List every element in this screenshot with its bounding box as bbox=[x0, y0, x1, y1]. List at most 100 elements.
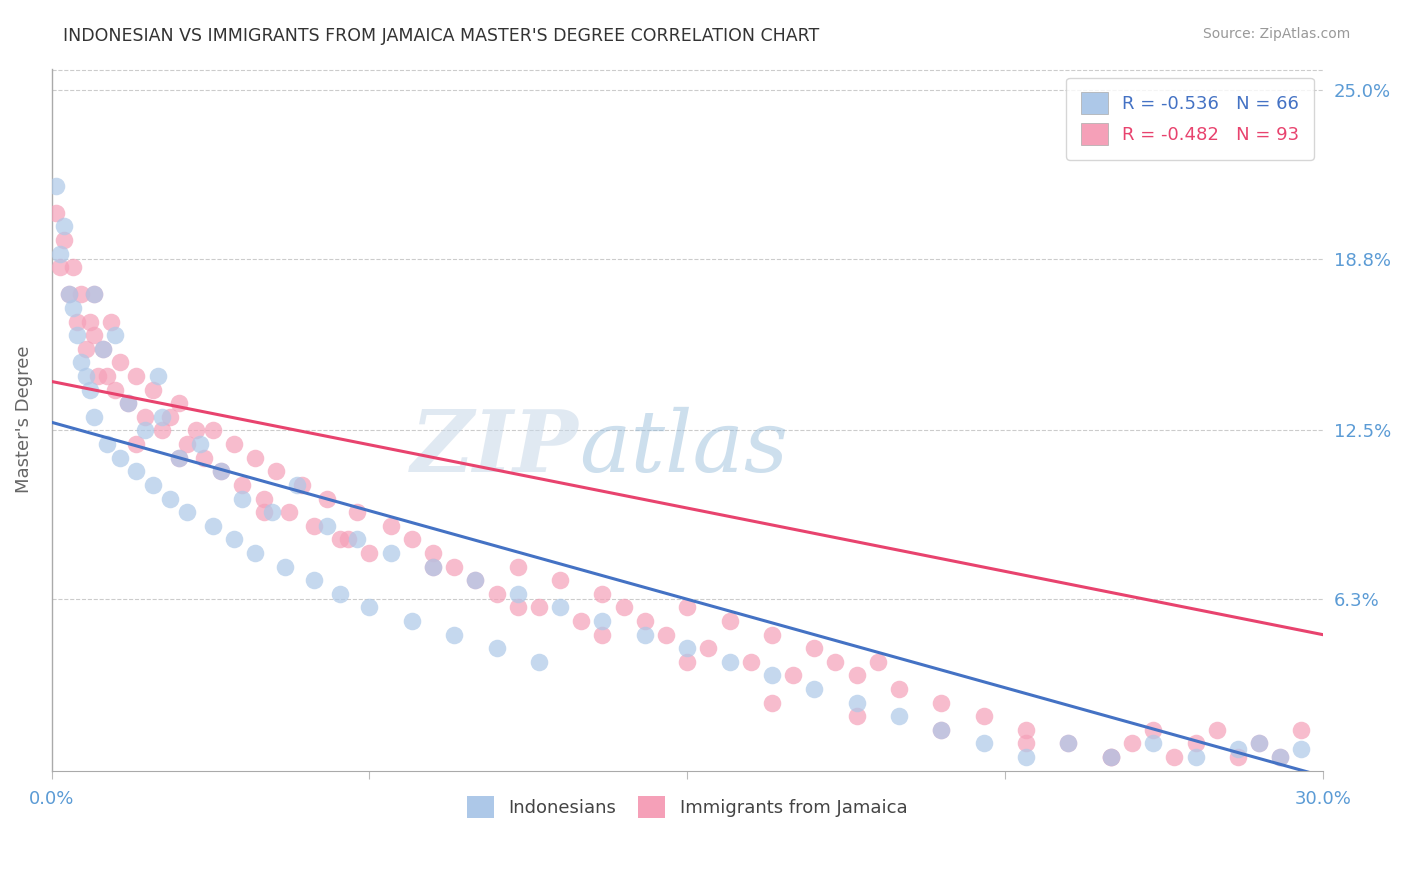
Point bbox=[527, 655, 550, 669]
Point bbox=[108, 450, 131, 465]
Legend: Indonesians, Immigrants from Jamaica: Indonesians, Immigrants from Jamaica bbox=[460, 789, 914, 825]
Point bbox=[274, 559, 297, 574]
Point bbox=[91, 342, 114, 356]
Point bbox=[100, 315, 122, 329]
Point bbox=[66, 328, 89, 343]
Point bbox=[761, 668, 783, 682]
Point bbox=[176, 437, 198, 451]
Point bbox=[401, 533, 423, 547]
Point bbox=[845, 668, 868, 682]
Point bbox=[201, 424, 224, 438]
Point bbox=[931, 696, 953, 710]
Point bbox=[401, 614, 423, 628]
Text: atlas: atlas bbox=[579, 407, 789, 489]
Y-axis label: Master's Degree: Master's Degree bbox=[15, 346, 32, 493]
Point bbox=[655, 627, 678, 641]
Point bbox=[104, 383, 127, 397]
Point bbox=[167, 450, 190, 465]
Point bbox=[83, 287, 105, 301]
Point bbox=[287, 478, 309, 492]
Point bbox=[108, 355, 131, 369]
Point bbox=[845, 709, 868, 723]
Point bbox=[346, 505, 368, 519]
Point bbox=[150, 424, 173, 438]
Point bbox=[222, 533, 245, 547]
Point bbox=[142, 478, 165, 492]
Point bbox=[931, 723, 953, 737]
Text: Source: ZipAtlas.com: Source: ZipAtlas.com bbox=[1202, 27, 1350, 41]
Point bbox=[422, 559, 444, 574]
Point bbox=[380, 546, 402, 560]
Point bbox=[70, 287, 93, 301]
Point bbox=[506, 587, 529, 601]
Point bbox=[58, 287, 80, 301]
Point bbox=[58, 287, 80, 301]
Point bbox=[304, 573, 326, 587]
Point bbox=[278, 505, 301, 519]
Point bbox=[464, 573, 486, 587]
Point bbox=[125, 437, 148, 451]
Point bbox=[1184, 736, 1206, 750]
Point bbox=[53, 233, 76, 247]
Point bbox=[49, 246, 72, 260]
Text: ZIP: ZIP bbox=[412, 406, 579, 490]
Point bbox=[443, 559, 465, 574]
Point bbox=[1099, 750, 1122, 764]
Point bbox=[79, 383, 101, 397]
Point bbox=[1099, 750, 1122, 764]
Point bbox=[96, 369, 118, 384]
Point bbox=[359, 546, 381, 560]
Point bbox=[337, 533, 360, 547]
Point bbox=[761, 696, 783, 710]
Point bbox=[45, 206, 67, 220]
Point bbox=[96, 437, 118, 451]
Point bbox=[803, 641, 825, 656]
Point bbox=[1249, 736, 1271, 750]
Point bbox=[443, 627, 465, 641]
Point bbox=[222, 437, 245, 451]
Point bbox=[231, 478, 253, 492]
Point bbox=[316, 491, 339, 506]
Point bbox=[1057, 736, 1080, 750]
Point bbox=[231, 491, 253, 506]
Point bbox=[193, 450, 215, 465]
Point bbox=[159, 491, 181, 506]
Point bbox=[75, 342, 97, 356]
Point bbox=[209, 464, 232, 478]
Point bbox=[91, 342, 114, 356]
Point bbox=[252, 491, 274, 506]
Point bbox=[260, 505, 283, 519]
Point bbox=[866, 655, 889, 669]
Point bbox=[83, 409, 105, 424]
Point bbox=[380, 518, 402, 533]
Point bbox=[1163, 750, 1185, 764]
Point bbox=[329, 533, 352, 547]
Point bbox=[243, 546, 266, 560]
Point bbox=[506, 559, 529, 574]
Point bbox=[188, 437, 211, 451]
Point bbox=[464, 573, 486, 587]
Point bbox=[45, 178, 67, 193]
Point bbox=[79, 315, 101, 329]
Point bbox=[150, 409, 173, 424]
Point bbox=[718, 655, 741, 669]
Point bbox=[252, 505, 274, 519]
Point bbox=[62, 260, 84, 275]
Point bbox=[346, 533, 368, 547]
Point bbox=[184, 424, 207, 438]
Point bbox=[146, 369, 169, 384]
Point bbox=[676, 655, 699, 669]
Point bbox=[159, 409, 181, 424]
Point bbox=[329, 587, 352, 601]
Point bbox=[243, 450, 266, 465]
Point bbox=[803, 681, 825, 696]
Point bbox=[125, 464, 148, 478]
Point bbox=[506, 600, 529, 615]
Point bbox=[304, 518, 326, 533]
Point bbox=[117, 396, 139, 410]
Point bbox=[527, 600, 550, 615]
Point bbox=[70, 355, 93, 369]
Point bbox=[359, 600, 381, 615]
Point bbox=[740, 655, 762, 669]
Point bbox=[1291, 742, 1313, 756]
